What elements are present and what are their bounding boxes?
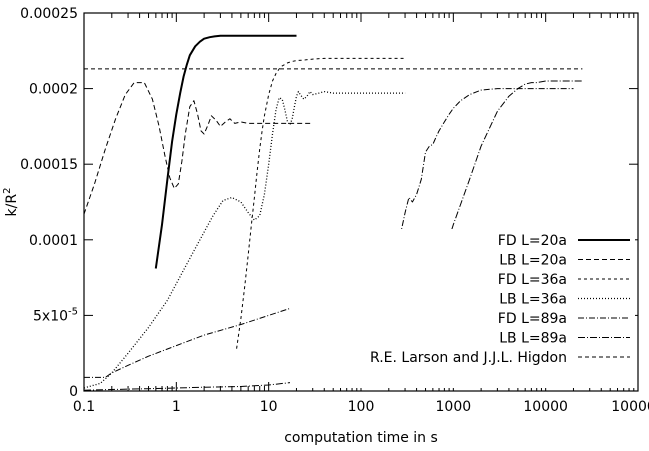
series-line-fd-l-20a bbox=[154, 34, 297, 269]
x-tick-label: 10000 bbox=[523, 399, 568, 415]
y-tick-label: 0.00025 bbox=[20, 6, 78, 22]
legend-label-lb-l-20a: LB L=20a bbox=[499, 253, 567, 269]
series-line-lb-l-20a bbox=[83, 82, 313, 215]
y-axis-title-main: k/R bbox=[4, 194, 20, 217]
y-ticks: 0 5x10-5 0.0001 0.00015 0.0002 0.00025 bbox=[20, 6, 638, 400]
x-tick-label: 1 bbox=[172, 399, 181, 415]
y-tick-label: 0.0001 bbox=[29, 233, 78, 249]
legend: FD L=20a LB L=20a FD L=36a LB L=36a FD L=89a… bbox=[370, 233, 630, 366]
x-axis-title: computation time in s bbox=[284, 430, 438, 446]
legend-label-fd-l-89a: FD L=89a bbox=[498, 311, 567, 327]
legend-label-fd-l-20a: FD L=20a bbox=[498, 233, 567, 249]
x-tick-label: 100 bbox=[348, 399, 375, 415]
legend-label-r-e-larson-and-j-j-l-higdon: R.E. Larson and J.J.L. Higdon bbox=[370, 350, 567, 366]
y-tick-label: 0.00015 bbox=[20, 157, 78, 173]
x-tick-label: 1000 bbox=[436, 399, 472, 415]
legend-label-lb-l-36a: LB L=36a bbox=[499, 292, 567, 308]
legend-label-fd-l-36a: FD L=36a bbox=[498, 272, 567, 288]
y-tick-label: 0.0002 bbox=[29, 82, 78, 98]
x-tick-label: 0.1 bbox=[73, 399, 95, 415]
x-tick-label: 10 bbox=[260, 399, 278, 415]
y-axis-title-superscript: 2 bbox=[2, 188, 13, 194]
y-tick-label: 0 bbox=[69, 384, 78, 400]
x-ticks: 0.1 1 10 100 1000 10000 100000 bbox=[73, 13, 649, 415]
y-tick-label: 5x10-5 bbox=[33, 306, 78, 324]
x-tick-label: 100000 bbox=[611, 399, 649, 415]
y-axis-title: k/R2 bbox=[2, 188, 20, 217]
series-line-fd-l-36a bbox=[236, 57, 406, 349]
legend-box bbox=[290, 229, 635, 388]
legend-label-lb-l-89a: LB L=89a bbox=[499, 331, 567, 347]
series-line-fd-l-89a bbox=[84, 88, 574, 378]
